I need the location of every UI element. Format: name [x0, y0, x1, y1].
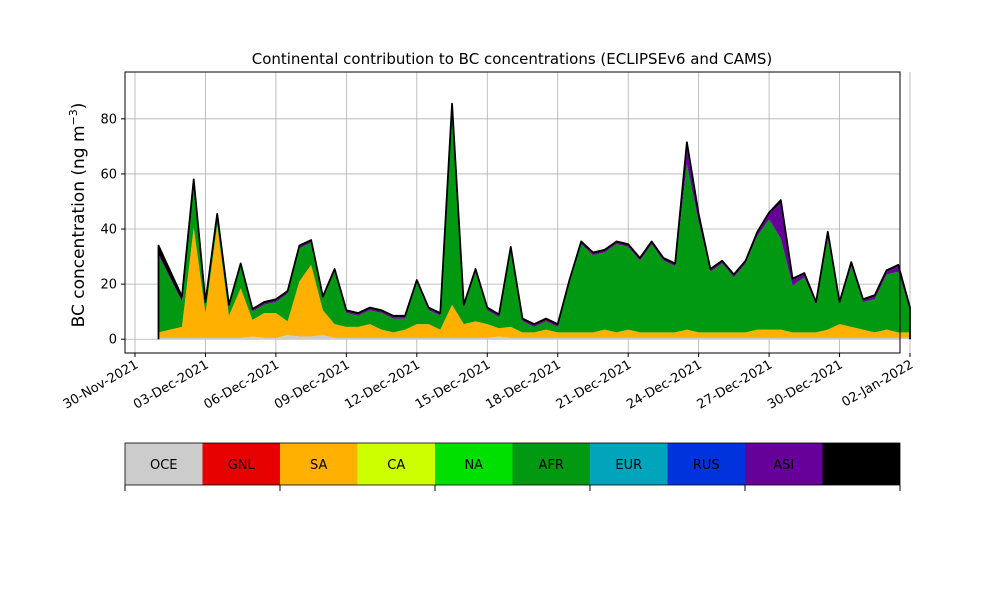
- y-tick-label: 20: [100, 278, 117, 293]
- legend-swatch-rus: [667, 443, 745, 485]
- legend-swatch-na: [435, 443, 513, 485]
- x-tick-label: 06-Dec-2021: [202, 357, 282, 412]
- x-tick-label: 03-Dec-2021: [131, 357, 211, 412]
- legend-label-asi: ASI: [773, 458, 794, 473]
- x-tick-label: 18-Dec-2021: [483, 357, 563, 412]
- y-tick-label: 40: [100, 223, 117, 238]
- area-oce: OCE: [158, 335, 910, 340]
- x-tick-label: 09-Dec-2021: [272, 357, 352, 412]
- x-tick-label: 15-Dec-2021: [413, 357, 493, 412]
- x-tick-label: 30-Nov-2021: [61, 357, 141, 412]
- x-tick-label: 02-Jan-2022: [839, 357, 916, 410]
- x-tick-label: 12-Dec-2021: [342, 357, 422, 412]
- y-axis-label-close: ): [69, 103, 89, 110]
- y-tick-layer: 0 20 40 60 80: [100, 112, 125, 348]
- y-axis-label: BC concentration (ng m−3): [67, 103, 89, 328]
- x-tick-layer: 30-Nov-202103-Dec-202106-Dec-202109-Dec-…: [61, 353, 916, 413]
- legend-label-ca: CA: [387, 458, 405, 473]
- plot-frame: [124, 71, 901, 354]
- legend-swatch-oce: [125, 443, 203, 485]
- x-tick-label: 21-Dec-2021: [554, 357, 634, 412]
- legend-label-oce: OCE: [150, 458, 178, 473]
- chart-title: Continental contribution to BC concentra…: [252, 50, 773, 68]
- y-tick-label: 80: [100, 112, 117, 127]
- legend-swatch-aus: [822, 443, 900, 485]
- region-colorbar-legend: OCE GNL SA CA NA AFR EUR RUS ASI AUS: [124, 442, 901, 491]
- y-axis-label-exponent: −3: [67, 109, 80, 125]
- x-tick-label: 24-Dec-2021: [624, 357, 704, 412]
- legend-label-eur: EUR: [615, 458, 642, 473]
- area-afr: AFR: [158, 117, 910, 333]
- legend-swatch-asi: [745, 443, 823, 485]
- legend-label-na: NA: [464, 458, 483, 473]
- y-tick-label: 0: [109, 333, 117, 348]
- axes-layer: [124, 71, 901, 354]
- area-sa: SA: [158, 224, 910, 338]
- legend-label-sa: SA: [310, 458, 327, 473]
- legend-swatch-gnl: [202, 443, 280, 485]
- x-tick-label: 30-Dec-2021: [765, 357, 845, 412]
- legend-swatch-eur: [590, 443, 668, 485]
- total-outline: [157, 102, 911, 340]
- legend-label-gnl: GNL: [228, 458, 256, 473]
- legend-swatch-ca: [357, 443, 435, 485]
- x-tick-label: 27-Dec-2021: [695, 357, 775, 412]
- y-tick-label: 60: [100, 167, 117, 182]
- y-axis-label-main: BC concentration (ng m: [69, 125, 89, 327]
- legend-swatch-afr: [512, 443, 590, 485]
- stacked-area-layer: OCESAAFRASIAUS: [157, 102, 911, 340]
- legend-frame: [124, 442, 901, 486]
- legend-label-rus: RUS: [693, 458, 720, 473]
- legend-label-afr: AFR: [539, 458, 564, 473]
- legend-label-aus: AUS: [848, 458, 875, 473]
- legend-swatch-sa: [280, 443, 358, 485]
